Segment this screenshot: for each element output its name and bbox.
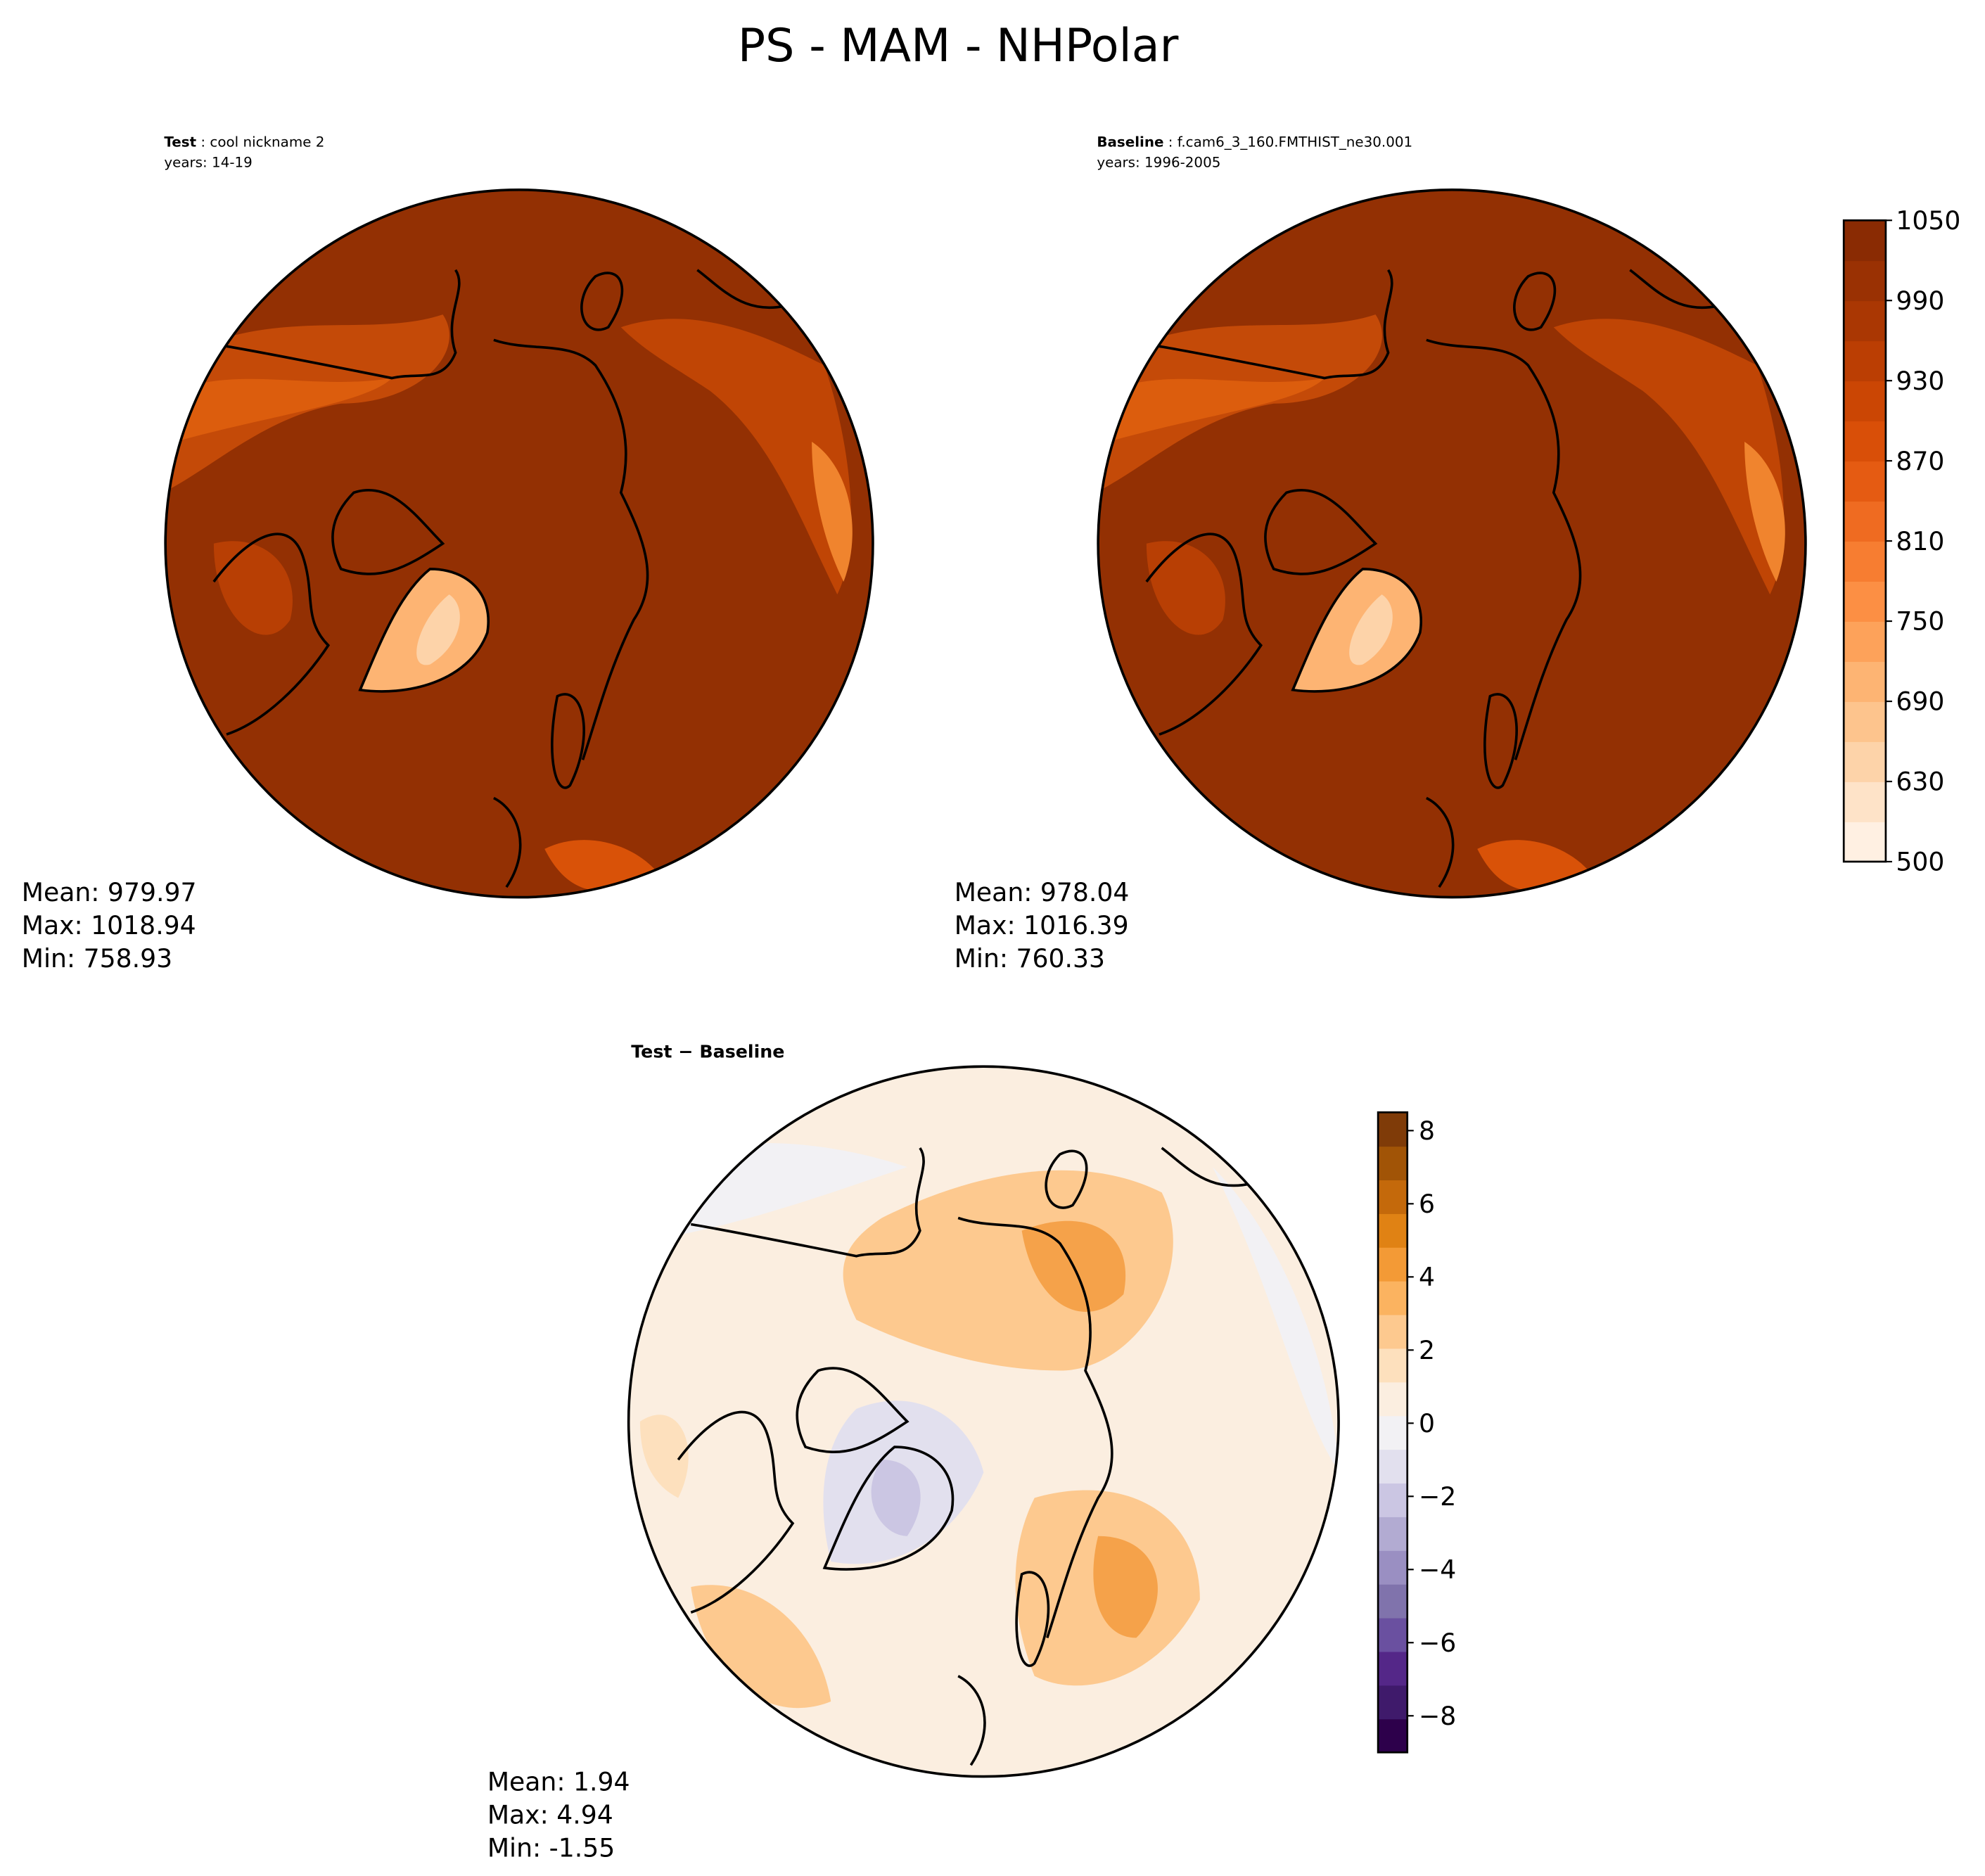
stat: Mean: 979.97 — [22, 877, 197, 907]
colorbar-band — [1844, 701, 1886, 742]
colorbar-band — [1378, 1651, 1408, 1686]
colorbar-band — [1844, 541, 1886, 582]
colorbar-band — [1378, 1617, 1408, 1652]
colorbar-tick-label: 990 — [1896, 286, 1944, 316]
colorbar-band — [1844, 340, 1886, 382]
colorbar-band — [1844, 421, 1886, 462]
colorbar-band — [1378, 1449, 1408, 1484]
colorbar-band — [1844, 661, 1886, 702]
stat: Min: -1.55 — [487, 1833, 615, 1863]
colorbar-tick-label: 500 — [1896, 847, 1944, 877]
colorbar-band — [1844, 461, 1886, 502]
colorbar-tick-label: 750 — [1896, 606, 1944, 637]
colorbar-band — [1378, 1213, 1408, 1248]
colorbar-band — [1378, 1550, 1408, 1585]
map-baseline — [1098, 189, 1806, 898]
stat: Min: 758.93 — [22, 943, 172, 974]
colorbar-tick-label: 870 — [1896, 446, 1944, 476]
colorbar-tick-label: 690 — [1896, 687, 1944, 717]
map-border — [627, 1065, 1340, 1778]
colorbar-band — [1844, 501, 1886, 542]
colorbar-band — [1378, 1483, 1408, 1517]
colorbar-band — [1378, 1415, 1408, 1450]
colorbar-band — [1378, 1718, 1408, 1754]
colorbar-band — [1378, 1348, 1408, 1383]
colorbar-tick-label: 2 — [1419, 1335, 1435, 1365]
colorbar-tick-label: 0 — [1419, 1408, 1435, 1438]
colorbar-band — [1378, 1517, 1408, 1551]
stat: Mean: 978.04 — [955, 877, 1130, 907]
colorbar-tick-label: −6 — [1419, 1628, 1456, 1658]
colorbar-band — [1378, 1685, 1408, 1720]
colorbar-band — [1844, 781, 1886, 822]
map-border — [1097, 189, 1807, 899]
colorbar-band — [1844, 300, 1886, 342]
map-diff — [628, 1066, 1339, 1777]
panel-heading: Test : cool nickname 2 — [164, 134, 324, 150]
colorbar-band — [1844, 220, 1886, 262]
colorbar-tick-label: 930 — [1896, 366, 1944, 396]
stat: Min: 760.33 — [955, 943, 1105, 974]
colorbar-band — [1844, 821, 1886, 862]
stat: Max: 4.94 — [487, 1800, 613, 1830]
figure-title: PS - MAM - NHPolar — [738, 20, 1179, 72]
colorbar-band — [1844, 381, 1886, 422]
stat: Mean: 1.94 — [487, 1767, 630, 1797]
colorbar-band — [1844, 621, 1886, 662]
panel-years: years: 14-19 — [164, 154, 252, 170]
colorbar-band — [1378, 1146, 1408, 1181]
colorbar-band — [1378, 1112, 1408, 1147]
colorbar-band — [1378, 1246, 1408, 1282]
colorbar-tick-label: 4 — [1419, 1262, 1435, 1292]
map-test — [165, 189, 873, 898]
colorbar-band — [1378, 1280, 1408, 1315]
map-border — [164, 189, 874, 899]
colorbar-tick-label: 6 — [1419, 1189, 1435, 1219]
colorbar-band — [1378, 1583, 1408, 1619]
stat: Max: 1018.94 — [22, 910, 196, 940]
stat: Max: 1016.39 — [955, 910, 1129, 940]
colorbar-tick-label: −2 — [1419, 1481, 1456, 1512]
colorbar-band — [1844, 581, 1886, 622]
colorbar-tick-label: 1050 — [1896, 205, 1960, 236]
panel-heading: Test − Baseline — [631, 1041, 784, 1062]
colorbar-band — [1378, 1314, 1408, 1349]
colorbar-band — [1844, 260, 1886, 302]
colorbar-tick-label: 810 — [1896, 526, 1944, 556]
colorbar-frame — [1377, 1111, 1409, 1754]
colorbar-band — [1378, 1180, 1408, 1214]
panel-years: years: 1996-2005 — [1097, 154, 1220, 170]
colorbar-band — [1378, 1382, 1408, 1417]
colorbar-tick-label: −4 — [1419, 1555, 1456, 1585]
colorbar-tick-label: 8 — [1419, 1116, 1435, 1146]
colorbar-tick-label: 630 — [1896, 767, 1944, 797]
colorbar-tick-label: −8 — [1419, 1701, 1456, 1731]
colorbar-band — [1844, 741, 1886, 782]
panel-heading: Baseline : f.cam6_3_160.FMTHIST_ne30.001 — [1097, 134, 1412, 150]
